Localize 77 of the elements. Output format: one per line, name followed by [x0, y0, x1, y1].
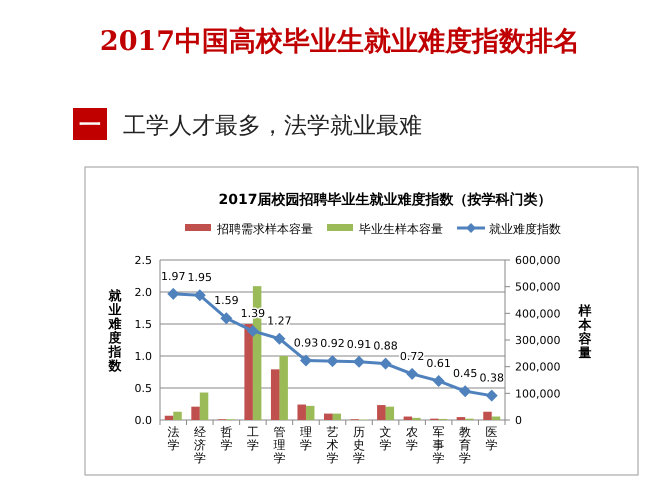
- bar: [386, 406, 394, 420]
- data-label: 0.61: [426, 356, 451, 370]
- text: 一: [79, 113, 101, 138]
- x-tick-label: 军事学: [432, 425, 445, 465]
- y2-tick-label: 300,000: [515, 334, 560, 347]
- x-tick-label: 历史学: [353, 425, 366, 465]
- point: [432, 374, 445, 387]
- bar: [191, 406, 200, 420]
- y2-tick-label: 100,000: [515, 387, 560, 400]
- point: [459, 385, 472, 398]
- y-tick-label: 1.5: [134, 318, 152, 331]
- bar: [173, 412, 182, 420]
- text: 工学人才最多，法学就业最难: [123, 113, 422, 139]
- point: [194, 289, 206, 302]
- x-tick-label: 教育学: [459, 425, 472, 465]
- point: [167, 288, 180, 300]
- point: [220, 312, 232, 324]
- y-tick-label: 0.0: [134, 414, 152, 427]
- y2-axis-title: 样本容量: [578, 304, 592, 361]
- bar: [324, 414, 332, 420]
- y2-tick-label: 600,000: [515, 254, 560, 267]
- bar: [404, 416, 412, 420]
- text: 2017中国高校毕业生就业难度指数排名: [100, 26, 580, 57]
- legend-label: 毕业生样本容量: [359, 222, 443, 236]
- data-label: 0.92: [320, 337, 345, 350]
- point: [246, 325, 259, 338]
- x-tick-label: 哲学: [220, 425, 232, 452]
- y-axis-title: 就业难度指数: [108, 288, 122, 374]
- point: [353, 356, 366, 368]
- y2-tick-label: 500,000: [515, 280, 560, 294]
- bar: [244, 324, 253, 420]
- x-tick-label: 法学: [167, 425, 180, 452]
- legend-label: 招聘需求样本容量: [216, 222, 313, 236]
- bar: [279, 356, 288, 420]
- x-tick-label: 医学: [486, 425, 498, 452]
- x-tick-label: 农学: [406, 425, 418, 452]
- point: [300, 354, 312, 366]
- bar: [483, 412, 492, 420]
- point: [486, 390, 498, 402]
- data-label: 0.72: [400, 350, 424, 363]
- point: [406, 368, 418, 380]
- bar: [332, 414, 341, 420]
- y-tick-label: 2.5: [134, 254, 152, 267]
- bar: [492, 416, 500, 420]
- point: [380, 358, 392, 370]
- y2-tick-label: 200,000: [515, 360, 560, 374]
- x-tick-label: 理学: [300, 425, 312, 452]
- bar: [306, 406, 314, 420]
- y2-tick-label: 0: [515, 414, 522, 427]
- legend-label: 就业难度指数: [489, 222, 561, 236]
- data-label: 1.27: [267, 314, 292, 328]
- data-label: 0.45: [452, 367, 478, 380]
- x-tick-label: 文学: [380, 425, 392, 452]
- data-label: 0.93: [294, 336, 318, 350]
- data-label: 0.38: [479, 372, 504, 385]
- bar: [456, 417, 466, 420]
- x-tick-label: 经济学: [194, 425, 206, 465]
- data-label: 1.59: [214, 294, 239, 308]
- bar: [164, 416, 174, 420]
- y-tick-label: 0.5: [134, 382, 152, 395]
- data-label: 1.97: [161, 270, 186, 283]
- x-tick-label: 工学: [246, 425, 259, 452]
- y-tick-label: 2.0: [134, 286, 152, 299]
- bar: [200, 392, 208, 420]
- bar: [270, 369, 280, 420]
- x-tick-label: 艺术学: [326, 425, 338, 465]
- data-label: 1.95: [188, 271, 212, 284]
- chart-title: 2017届校园招聘毕业生就业难度指数（按学科门类）: [218, 191, 552, 208]
- x-tick-label: 管理学: [273, 425, 286, 465]
- y-tick-label: 1.0: [134, 350, 152, 363]
- bar: [297, 404, 306, 420]
- point: [273, 332, 286, 345]
- bar: [377, 405, 386, 420]
- y2-tick-label: 400,000: [515, 307, 560, 320]
- data-label: 0.91: [346, 338, 372, 351]
- point: [326, 355, 338, 368]
- data-label: 0.88: [373, 340, 398, 353]
